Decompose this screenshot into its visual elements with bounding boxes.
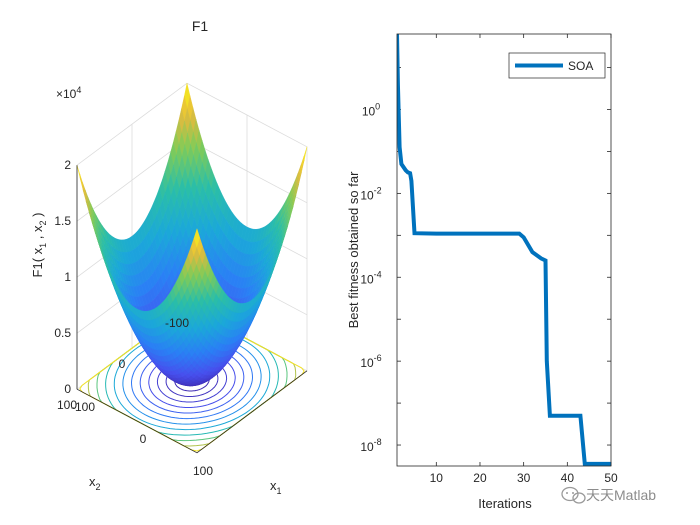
y-tick-labels: 100 10-2 10-4 10-6 10-8: [360, 101, 381, 454]
x-tick-label: 40: [561, 471, 575, 485]
x-tick-label: 50: [604, 471, 618, 485]
z-tick-label: 0.5: [54, 326, 71, 340]
legend-label: SOA: [568, 59, 593, 73]
z-tick-label: 1: [64, 270, 71, 284]
y-tick-label: 10-2: [360, 185, 381, 202]
x1-tick-label: 0: [140, 432, 147, 446]
x2-tick-label: 100: [57, 398, 77, 412]
x2-axis-label: x2: [89, 474, 101, 492]
x-tick-label: 30: [517, 471, 531, 485]
surface-chart: F1 ×104 F1( x1 , x2 ) x1 x2 0 0.5 1 1.5 2 -10…: [30, 18, 308, 496]
axis-box: [76, 165, 308, 454]
plot-frame: [396, 33, 612, 467]
x1-tick-label: -100: [71, 400, 95, 414]
y-tick-label: 10-6: [360, 353, 381, 370]
x-tick-label: 20: [473, 471, 487, 485]
watermark-logo-icon: [561, 486, 586, 504]
watermark-text: 天天Matlab: [586, 487, 656, 503]
x-tick-labels: 10 20 30 40 50: [430, 471, 618, 485]
x-axis-label: Iterations: [478, 496, 532, 511]
z-axis-multiplier: ×104: [56, 85, 81, 101]
z-axis-label: F1( x1 , x2 ): [30, 213, 48, 278]
plot-area: [397, 34, 611, 466]
watermark: 天天Matlab: [561, 486, 656, 504]
z-tick-label: 0: [64, 382, 71, 396]
legend: SOA: [508, 52, 606, 79]
y-tick-label: 10-4: [360, 269, 381, 286]
y-tick-label: 10-8: [360, 437, 381, 454]
surface-plot-area: [76, 82, 308, 454]
x2-tick-label: -100: [165, 316, 189, 330]
z-tick-label: 1.5: [54, 214, 71, 228]
surface-mesh: [76, 83, 308, 387]
x1-axis-label: x1: [270, 478, 282, 496]
y-axis-label: Best fitness obtained so far: [346, 171, 361, 328]
convergence-chart: 10 20 30 40 50 100 10-2 10-4 10-6 10-8 Iteration…: [346, 33, 618, 511]
soa-series-line: [397, 34, 611, 466]
x1-tick-label: 100: [193, 464, 213, 478]
surface-chart-title: F1: [192, 18, 209, 34]
x2-tick-label: 0: [119, 357, 126, 371]
x-tick-label: 10: [430, 471, 444, 485]
y-tick-label: 100: [362, 101, 380, 118]
z-tick-label: 2: [64, 158, 71, 172]
